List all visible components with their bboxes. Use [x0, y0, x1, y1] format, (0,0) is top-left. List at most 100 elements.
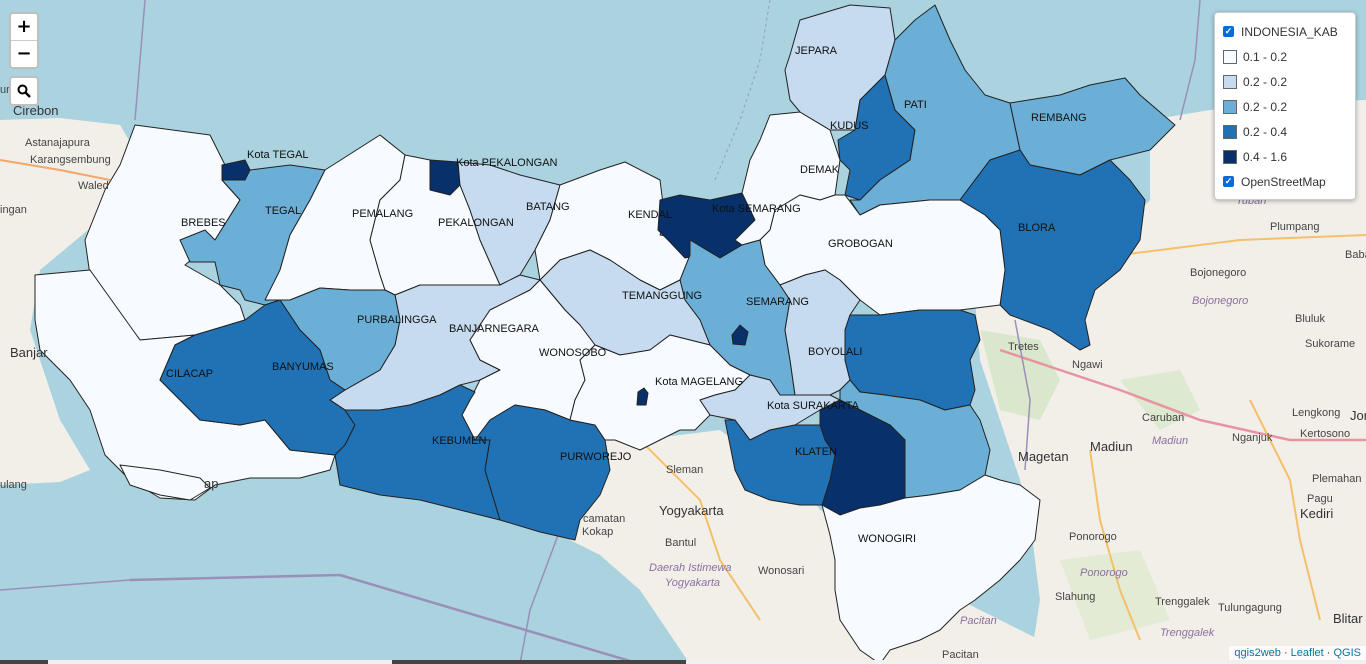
label-kebumen: KEBUMEN: [432, 435, 486, 447]
label-purbalingga: PURBALINGGA: [357, 314, 437, 326]
road-east-1: [999, 348, 1366, 442]
legend-swatch: [1223, 74, 1237, 89]
maritime-boundary-west: [0, 579, 131, 591]
label-pemalang: PEMALANG: [352, 208, 413, 220]
place-kediri: Kediri: [1300, 506, 1333, 521]
search-button[interactable]: [11, 78, 37, 104]
choropleth-layer[interactable]: [34, 4, 1176, 664]
region-magelang[interactable]: [569, 334, 751, 451]
place-magetan: Magetan: [1018, 449, 1069, 464]
region-kota-salatiga[interactable]: [731, 324, 749, 346]
label-brebes: BREBES: [181, 217, 226, 229]
label-wonogiri: WONOGIRI: [858, 533, 916, 545]
attribution-link-qgis[interactable]: QGIS: [1333, 647, 1361, 659]
legend-swatch: [1223, 124, 1237, 139]
forest-patch-2: [1120, 370, 1200, 430]
place-kokap: Kokap: [582, 526, 613, 538]
layer-name-indonesia-kab: INDONESIA_KAB: [1241, 24, 1338, 39]
layer-toggle-openstreetmap[interactable]: ✓ OpenStreetMap: [1223, 169, 1347, 194]
place-bluluk: Bluluk: [1295, 313, 1325, 325]
legend-item: 0.4 - 1.6: [1223, 144, 1347, 169]
label-jepara: JEPARA: [795, 45, 838, 57]
label-pekalongan: PEKALONGAN: [438, 217, 514, 229]
maritime-boundary-south: [129, 573, 641, 664]
layer-toggle-indonesia-kab[interactable]: ✓ INDONESIA_KAB: [1223, 19, 1347, 44]
place-caruban: Caruban: [1142, 412, 1184, 424]
place-ulang: ulang: [0, 479, 27, 491]
region-wonogiri[interactable]: [821, 474, 1041, 664]
search-icon: [17, 84, 31, 98]
place-madiun-region: Madiun: [1152, 435, 1188, 447]
bottom-scrollbar[interactable]: [0, 660, 1366, 664]
label-temanggung: TEMANGGUNG: [622, 290, 702, 302]
layers-control: ✓ INDONESIA_KAB 0.1 - 0.2 0.2 - 0.2 0.2 - …: [1214, 12, 1356, 200]
legend-item: 0.2 - 0.2: [1223, 69, 1347, 94]
place-blitar: Blitar: [1333, 611, 1363, 626]
place-wonosari: Wonosari: [758, 565, 804, 577]
checkbox-openstreetmap[interactable]: ✓: [1223, 176, 1234, 187]
label-kota-magelang: Kota MAGELANG: [655, 376, 743, 388]
place-slahung: Slahung: [1055, 591, 1095, 603]
legend-item: 0.2 - 0.4: [1223, 119, 1347, 144]
label-kota-surakarta: Kota SURAKARTA: [767, 400, 860, 412]
place-plemahan: Plemahan: [1312, 473, 1362, 485]
legend-item: 0.2 - 0.2: [1223, 94, 1347, 119]
zoom-out-button[interactable]: −: [11, 40, 37, 67]
label-pati: PATI: [904, 99, 927, 111]
place-cirebon: Cirebon: [13, 103, 59, 118]
attribution-link-leaflet[interactable]: Leaflet: [1290, 647, 1324, 659]
scroll-thumb[interactable]: [392, 660, 686, 664]
label-grobogan: GROBOGAN: [828, 238, 893, 250]
zoom-control: + −: [9, 12, 39, 69]
place-bojonegoro: Bojonegoro: [1190, 267, 1246, 279]
legend-label: 0.2 - 0.4: [1243, 124, 1288, 139]
road-east-3: [1089, 449, 1141, 641]
label-kota-semarang: Kota SEMARANG: [712, 203, 801, 215]
region-nusakambangan[interactable]: [119, 464, 211, 501]
place-sukorame: Sukorame: [1305, 338, 1355, 350]
label-klaten: KLATEN: [795, 446, 837, 458]
attribution-separator: ·: [1323, 647, 1334, 659]
region-purworejo[interactable]: [474, 404, 611, 541]
place-bantul: Bantul: [665, 537, 696, 549]
region-kota-magelang[interactable]: [636, 387, 649, 406]
place-sleman: Sleman: [666, 464, 703, 476]
zoom-in-button[interactable]: +: [16, 16, 32, 37]
place-banjar: Banjar: [10, 345, 48, 360]
legend: 0.1 - 0.2 0.2 - 0.2 0.2 - 0.2 0.2 - 0.4 0.4 …: [1223, 44, 1347, 169]
place-diy-line2: Yogyakarta: [665, 577, 720, 589]
legend-item: 0.1 - 0.2: [1223, 44, 1347, 69]
attribution-separator: ·: [1280, 647, 1291, 659]
place-astanajapura: Astanajapura: [25, 137, 91, 149]
place-diy-line1: Daerah Istimewa: [649, 562, 732, 574]
place-trenggalek-region: Trenggalek: [1160, 627, 1215, 639]
legend-label: 0.1 - 0.2: [1243, 49, 1288, 64]
label-banjarnegara: BANJARNEGARA: [449, 323, 540, 335]
road-south: [639, 439, 761, 621]
region-klaten[interactable]: [724, 419, 836, 506]
region-batang[interactable]: [457, 161, 561, 286]
label-kendal: KENDAL: [628, 209, 672, 221]
label-rembang: REMBANG: [1031, 112, 1087, 124]
maritime-boundary-east: [1179, 0, 1201, 121]
region-tegal[interactable]: [179, 164, 326, 306]
place-ponorogo: Ponorogo: [1069, 531, 1117, 543]
attribution: qgis2web · Leaflet · QGIS: [1229, 646, 1366, 660]
place-waled: Waled: [78, 180, 109, 192]
basemap-labels: Cirebon Astanajapura Karangsembung Waled…: [0, 84, 1366, 661]
place-bojonegoro-region: Bojonegoro: [1192, 295, 1248, 307]
legend-label: 0.2 - 0.2: [1243, 99, 1288, 114]
place-trenggalek: Trenggalek: [1155, 596, 1210, 608]
label-cilacap: CILACAP: [166, 368, 213, 380]
label-kota-tegal: Kota TEGAL: [247, 149, 309, 161]
place-ur: ur: [0, 84, 10, 96]
attribution-link-qgis2web[interactable]: qgis2web: [1234, 647, 1281, 659]
place-tulungagung: Tulungagung: [1218, 602, 1282, 614]
label-banyumas: BANYUMAS: [272, 361, 334, 373]
place-jon: Jon: [1350, 408, 1366, 423]
checkbox-indonesia-kab[interactable]: ✓: [1223, 26, 1234, 37]
place-pagu: Pagu: [1307, 493, 1333, 505]
forest-patch-3: [1060, 550, 1170, 640]
